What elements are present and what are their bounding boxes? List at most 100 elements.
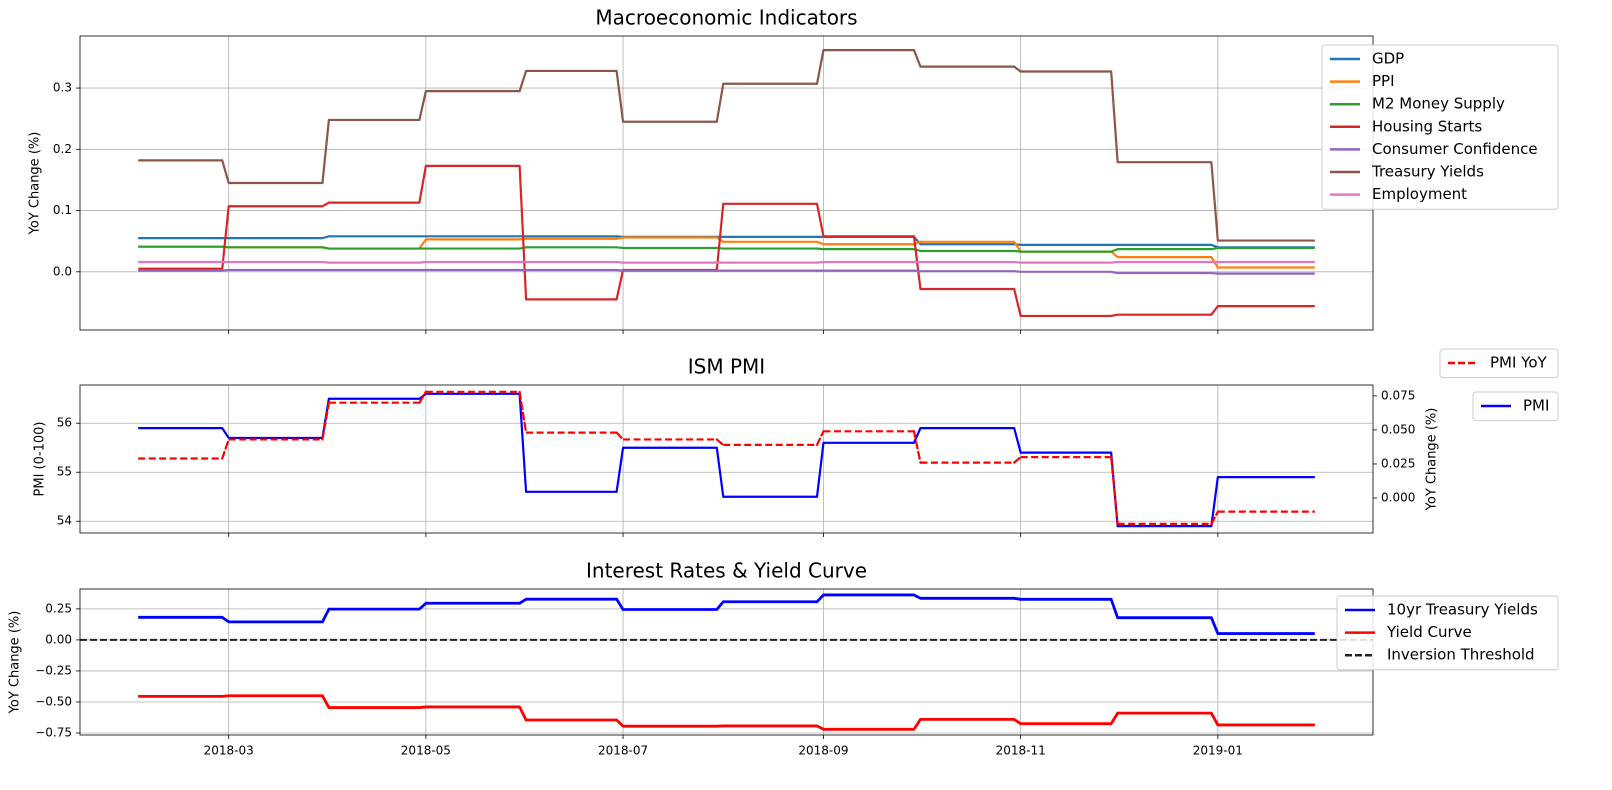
step-connector	[518, 597, 528, 605]
step-connector	[1210, 271, 1219, 275]
step-connector	[912, 717, 922, 731]
step-connector	[221, 268, 230, 272]
step-connector	[1012, 717, 1023, 726]
legend-label: Consumer Confidence	[1372, 140, 1538, 158]
step-connector	[815, 240, 825, 246]
step-connector	[815, 724, 825, 731]
step-connector	[912, 48, 922, 68]
step-connector	[715, 600, 725, 611]
step-connector	[518, 705, 528, 722]
y2-tick-label: 0.050	[1381, 422, 1415, 436]
step-connector	[615, 236, 625, 240]
y-tick-label: 0.1	[53, 203, 72, 217]
step-connector	[912, 269, 922, 273]
step-connector	[615, 260, 625, 264]
step-connector	[1013, 456, 1022, 464]
y-tick-label: 54	[57, 514, 72, 528]
y-tick-label: −0.75	[35, 726, 72, 740]
step-connector	[321, 201, 331, 208]
step-connector	[321, 401, 331, 441]
step-connector	[418, 238, 427, 250]
step-connector	[321, 607, 331, 624]
legend-label: Employment	[1372, 185, 1467, 203]
step-connector	[1210, 161, 1219, 242]
step-connector	[1110, 313, 1119, 318]
x-tick-label: 2019-01	[1193, 744, 1243, 758]
subplot: 2018-03 2018-05 2018-07 2018-09 2018-11 2019-…	[8, 559, 1559, 758]
step-connector	[715, 202, 725, 272]
legend-label: Inversion Threshold	[1387, 646, 1535, 664]
subplot: 0.0 0.1 0.2 0.3 Macroeconomic Indicators YoY …	[28, 6, 1559, 334]
y-tick-label: 0.00	[45, 632, 72, 646]
legend-label: 10yr Treasury Yields	[1387, 601, 1538, 619]
legend: GDP PPI M2 Money Supply Housing Starts Consu…	[1321, 44, 1559, 210]
step-connector	[418, 90, 427, 122]
step-connector	[1110, 456, 1119, 525]
legend: PMI	[1472, 391, 1559, 422]
legend: PMI YoY	[1439, 348, 1559, 379]
y-tick-label: −0.50	[35, 694, 72, 708]
x-tick-label: 2018-03	[204, 744, 254, 758]
step-connector	[1110, 250, 1119, 259]
step-connector	[1013, 427, 1022, 454]
step-connector	[715, 446, 725, 498]
step-connector	[518, 390, 528, 434]
step-connector	[615, 246, 625, 250]
step-connector	[1012, 596, 1023, 601]
step-connector	[615, 431, 625, 441]
x-tick-label: 2018-07	[598, 744, 648, 758]
legend-label: GDP	[1372, 50, 1404, 68]
x-tick-label: 2018-05	[401, 744, 451, 758]
step-connector	[220, 615, 231, 624]
y-tick-label: 0.2	[53, 142, 72, 156]
step-connector	[220, 694, 231, 698]
y-axis-label: YoY Change (%)	[28, 132, 43, 236]
step-connector	[615, 597, 625, 611]
y-tick-label: −0.25	[35, 663, 72, 677]
step-connector	[1210, 510, 1219, 525]
step-connector	[615, 718, 625, 728]
legend-label: Yield Curve	[1386, 623, 1472, 641]
step-connector	[912, 430, 922, 464]
y-tick-label: 0.0	[53, 264, 72, 278]
legend: 10yr Treasury Yields Yield Curve Inversion…	[1336, 595, 1559, 671]
step-connector	[615, 268, 625, 301]
step-connector	[1210, 246, 1219, 251]
step-connector	[715, 82, 725, 123]
step-connector	[912, 427, 922, 444]
step-connector	[1013, 287, 1022, 318]
step-connector	[815, 202, 825, 238]
step-connector	[221, 438, 230, 460]
step-connector	[1013, 65, 1022, 73]
step-connector	[418, 260, 427, 264]
legend-label: Housing Starts	[1372, 117, 1482, 135]
step-connector	[221, 205, 230, 270]
step-connector	[815, 441, 825, 498]
step-connector	[321, 246, 331, 250]
step-connector	[815, 593, 825, 604]
step-connector	[518, 392, 528, 493]
step-connector	[615, 268, 625, 272]
step-connector	[518, 69, 528, 93]
step-connector	[815, 48, 825, 85]
step-connector	[321, 694, 331, 709]
step-connector	[815, 430, 825, 447]
subplot: 54 55 56 0.000 0.025 0.050 0.075 ISM PMI PMI (0-…	[33, 348, 1559, 537]
step-connector	[1110, 248, 1119, 253]
step-connector	[1110, 260, 1119, 264]
y2-axis-label: YoY Change (%)	[1425, 408, 1440, 512]
legend-box	[1472, 391, 1559, 422]
axes-frame	[79, 384, 1374, 534]
step-connector	[1209, 711, 1220, 727]
legend-box	[1336, 595, 1559, 671]
step-connector	[615, 446, 625, 493]
step-connector	[1013, 260, 1022, 264]
subplot-title: ISM PMI	[688, 355, 765, 379]
legend-label: PMI YoY	[1490, 354, 1548, 372]
step-connector	[715, 438, 725, 447]
y2-tick-label: 0.000	[1381, 491, 1415, 505]
step-connector	[1109, 597, 1120, 620]
step-connector	[1013, 240, 1022, 253]
step-connector	[1013, 270, 1022, 273]
subplot-title: Interest Rates & Yield Curve	[586, 559, 867, 583]
